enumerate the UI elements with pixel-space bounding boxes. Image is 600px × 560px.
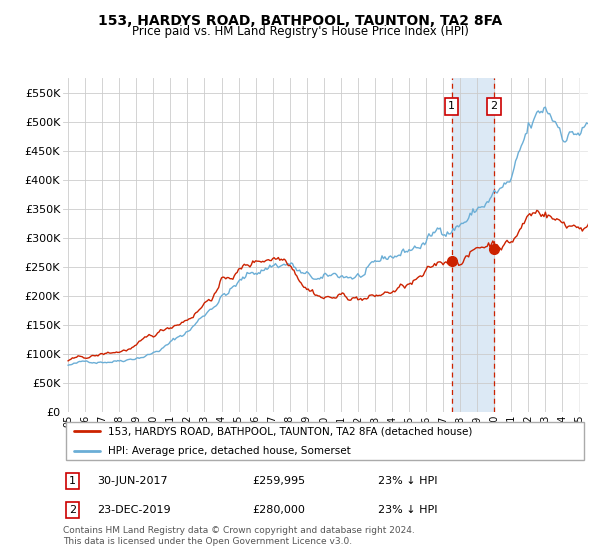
Text: 23-DEC-2019: 23-DEC-2019	[97, 505, 171, 515]
Text: £280,000: £280,000	[252, 505, 305, 515]
Text: 23% ↓ HPI: 23% ↓ HPI	[378, 476, 437, 486]
Text: 1: 1	[69, 476, 76, 486]
Polygon shape	[580, 78, 588, 412]
Text: 153, HARDYS ROAD, BATHPOOL, TAUNTON, TA2 8FA (detached house): 153, HARDYS ROAD, BATHPOOL, TAUNTON, TA2…	[107, 426, 472, 436]
Text: 153, HARDYS ROAD, BATHPOOL, TAUNTON, TA2 8FA: 153, HARDYS ROAD, BATHPOOL, TAUNTON, TA2…	[98, 14, 502, 28]
Bar	[452, 78, 494, 412]
Text: 30-JUN-2017: 30-JUN-2017	[97, 476, 168, 486]
Text: 1: 1	[448, 101, 455, 111]
Text: 23% ↓ HPI: 23% ↓ HPI	[378, 505, 437, 515]
FancyBboxPatch shape	[65, 422, 584, 460]
Text: 2: 2	[69, 505, 76, 515]
Text: Price paid vs. HM Land Registry's House Price Index (HPI): Price paid vs. HM Land Registry's House …	[131, 25, 469, 38]
Text: 2: 2	[490, 101, 497, 111]
Text: £259,995: £259,995	[252, 476, 305, 486]
Text: Contains HM Land Registry data © Crown copyright and database right 2024.
This d: Contains HM Land Registry data © Crown c…	[63, 526, 415, 546]
Text: HPI: Average price, detached house, Somerset: HPI: Average price, detached house, Some…	[107, 446, 350, 456]
